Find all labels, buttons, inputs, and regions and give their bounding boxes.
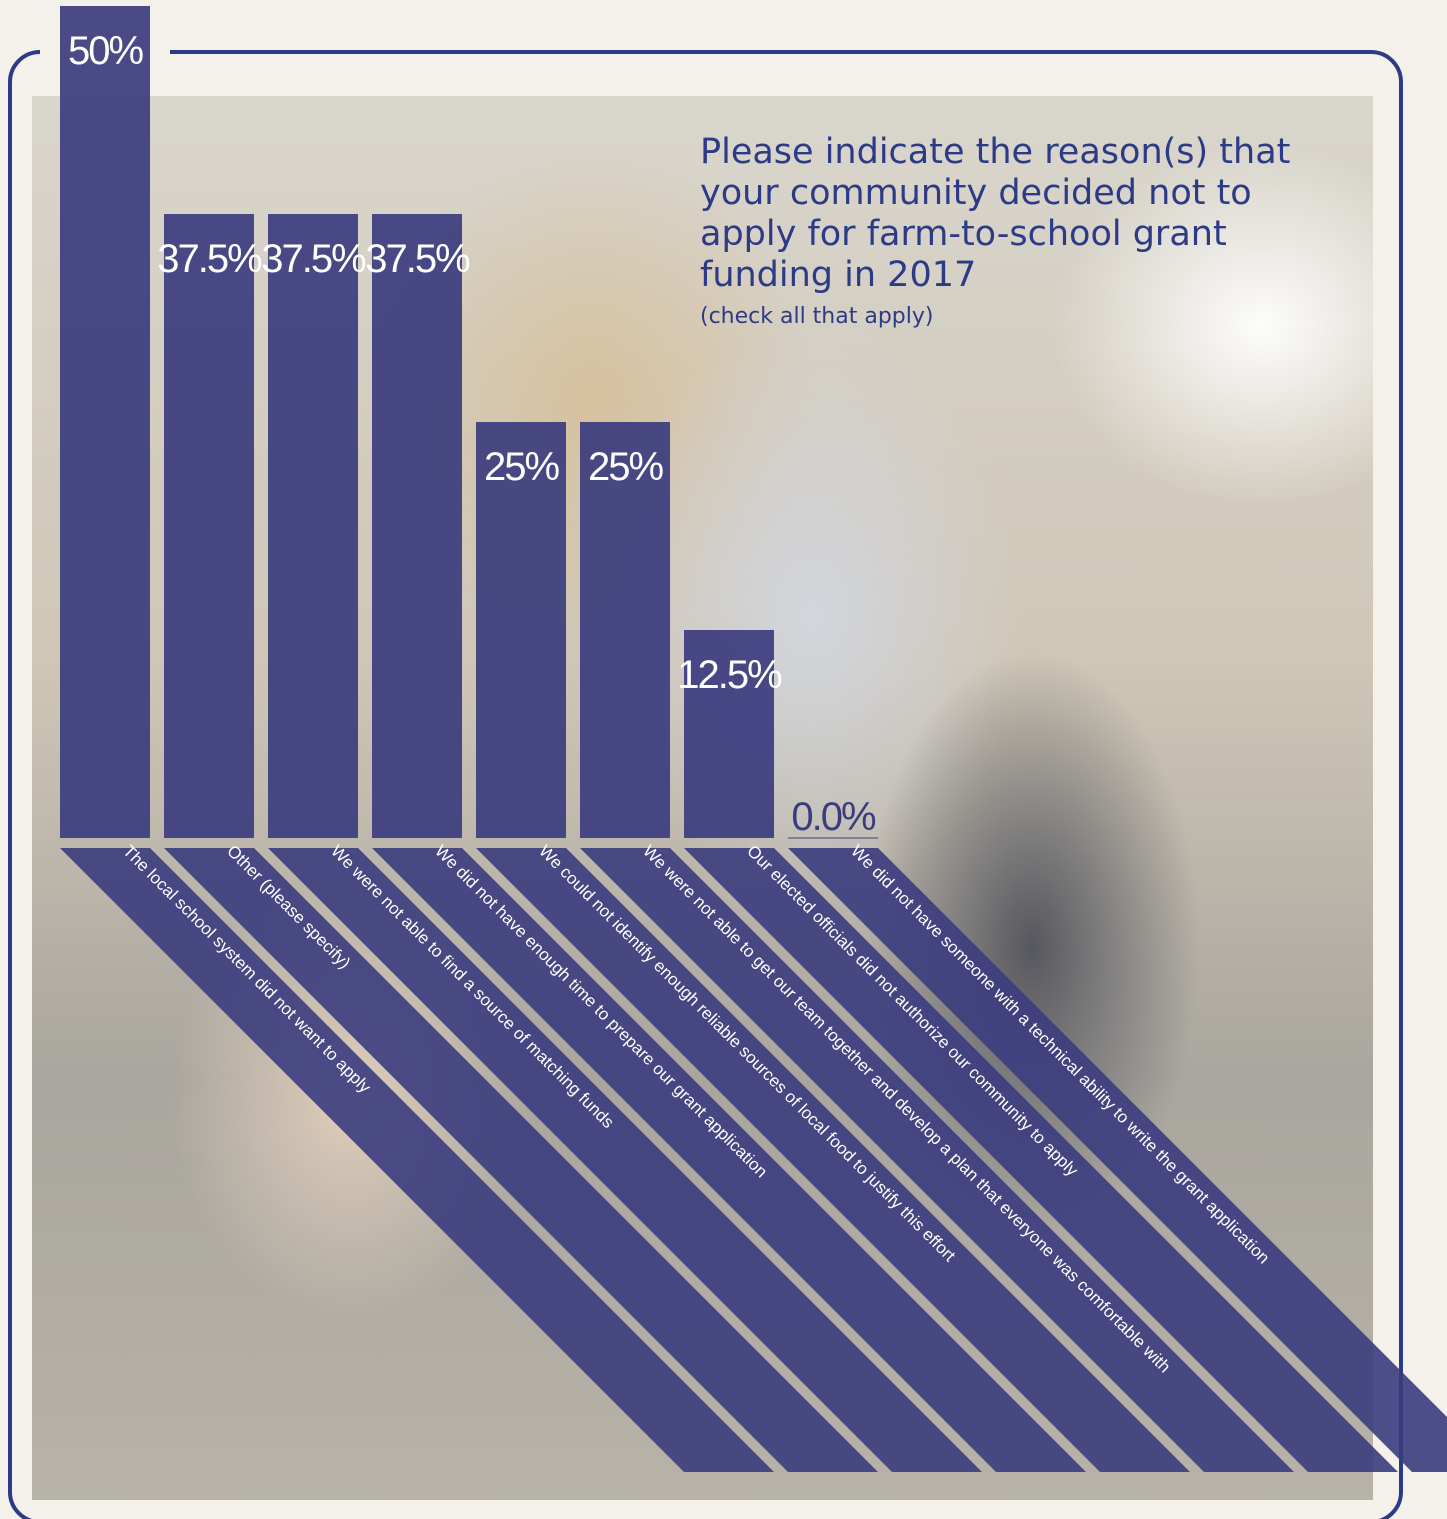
bar-2 xyxy=(164,214,254,838)
value-label-4: 37.5% xyxy=(365,237,470,281)
bar-6 xyxy=(580,422,670,838)
label-strip-4 xyxy=(372,848,1086,1472)
value-labels-group: 50%37.5% 37.5% 37.5%25% 25%12.5%0.0% xyxy=(68,29,878,839)
value-label-6: 25% xyxy=(588,445,663,489)
bars-group xyxy=(60,6,774,838)
value-label-7: 12.5% xyxy=(677,653,782,697)
chart-subtitle: (check all that apply) xyxy=(700,304,934,329)
bar-1 xyxy=(60,6,150,838)
value-label-2: 37.5% xyxy=(157,237,262,281)
chart-title-block: Please indicate the reason(s) that your … xyxy=(700,132,1340,332)
value-label-5: 25% xyxy=(484,445,559,489)
label-strip-5 xyxy=(476,848,1190,1472)
chart-title: Please indicate the reason(s) that your … xyxy=(700,132,1291,295)
value-label-8: 0.0% xyxy=(791,795,876,839)
label-strip-7 xyxy=(684,848,1398,1472)
label-strip-3 xyxy=(268,848,982,1472)
bar-5 xyxy=(476,422,566,838)
bar-3 xyxy=(268,214,358,838)
label-strips-group xyxy=(60,848,1447,1472)
label-strip-8 xyxy=(788,848,1447,1472)
label-strip-2 xyxy=(164,848,878,1472)
value-label-3: 37.5% xyxy=(261,237,366,281)
bar-4 xyxy=(372,214,462,838)
label-strip-1 xyxy=(60,848,774,1472)
chart-frame xyxy=(8,50,1403,1519)
label-strip-6 xyxy=(580,848,1294,1472)
value-label-1: 50% xyxy=(68,29,143,73)
bar-7 xyxy=(684,630,774,838)
